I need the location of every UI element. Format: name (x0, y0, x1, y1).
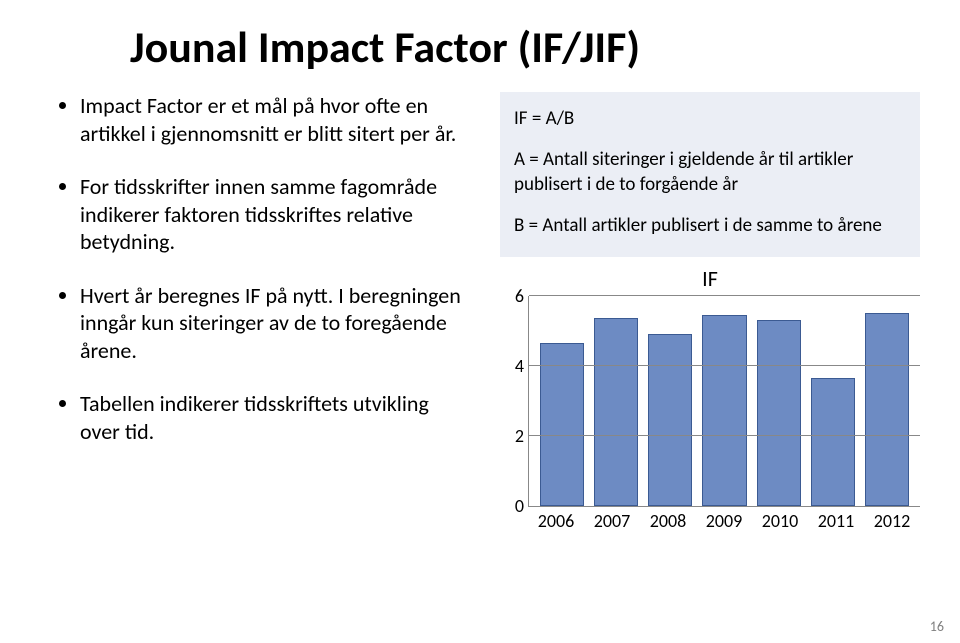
y-axis: 0246 (500, 296, 528, 506)
page-number: 16 (930, 618, 944, 635)
x-tick-label: 2006 (528, 510, 584, 532)
bar (865, 313, 909, 506)
right-column: IF = A/B A = Antall siteringer i gjelden… (500, 92, 920, 565)
bar (540, 343, 584, 506)
bullet-item: Impact Factor er et mål på hvor ofte en … (80, 92, 470, 147)
bar (757, 320, 801, 506)
formula-box: IF = A/B A = Antall siteringer i gjelden… (500, 92, 920, 257)
bar (811, 378, 855, 506)
chart-title: IF (500, 265, 920, 292)
bars-container (529, 296, 920, 506)
bar-slot (860, 296, 914, 506)
bullet-item: Tabellen indikerer tidsskriftets utvikli… (80, 390, 470, 445)
page-title: Jounal Impact Factor (IF/JIF) (130, 20, 920, 74)
x-tick-label: 2007 (584, 510, 640, 532)
y-tick-label: 6 (515, 285, 524, 307)
bar (648, 334, 692, 506)
bar-slot (697, 296, 751, 506)
formula-line: IF = A/B (514, 106, 906, 132)
plot-area (528, 296, 920, 507)
x-tick-label: 2008 (640, 510, 696, 532)
bar-slot (643, 296, 697, 506)
bullet-list: Impact Factor er et mål på hvor ofte en … (60, 92, 470, 445)
gridline (529, 365, 920, 366)
formula-line: A = Antall siteringer i gjeldende år til… (514, 147, 906, 198)
bar-slot (752, 296, 806, 506)
bar (594, 318, 638, 506)
bullet-item: Hvert år beregnes IF på nytt. I beregnin… (80, 282, 470, 365)
bar-chart: IF 0 2 4 6 2006200720082009201020112012 (500, 265, 920, 565)
left-column: Impact Factor er et mål på hvor ofte en … (60, 92, 470, 565)
gridline (529, 435, 920, 436)
slide: Jounal Impact Factor (IF/JIF) Impact Fac… (0, 0, 960, 643)
bullet-item: For tidsskrifter innen samme fagområde i… (80, 173, 470, 256)
y-tick-label: 2 (515, 425, 524, 447)
y-tick-label: 0 (515, 495, 524, 517)
two-column-layout: Impact Factor er et mål på hvor ofte en … (60, 92, 920, 565)
bar (702, 315, 746, 506)
x-tick-label: 2010 (752, 510, 808, 532)
bar-slot (806, 296, 860, 506)
y-tick-label: 4 (515, 355, 524, 377)
bar-slot (589, 296, 643, 506)
x-tick-label: 2011 (808, 510, 864, 532)
gridline (529, 295, 920, 296)
x-tick-label: 2009 (696, 510, 752, 532)
chart-body: 0246 (500, 296, 920, 506)
x-axis: 2006200720082009201020112012 (528, 510, 920, 532)
bar-slot (535, 296, 589, 506)
x-tick-label: 2012 (864, 510, 920, 532)
formula-line: B = Antall artikler publisert i de samme… (514, 213, 906, 239)
